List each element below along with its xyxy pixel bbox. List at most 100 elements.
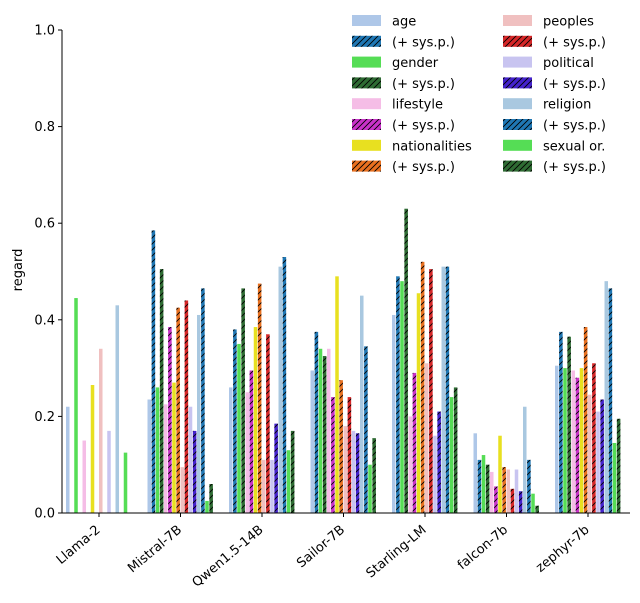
legend-item: age xyxy=(352,15,416,30)
bar xyxy=(473,433,478,513)
bar-hatch xyxy=(314,331,319,514)
y-tick-label: 0.2 xyxy=(34,410,55,425)
legend-label: nationalities xyxy=(392,139,472,154)
bar-hatch xyxy=(453,387,458,513)
bar-hatch xyxy=(616,418,621,513)
bar xyxy=(180,467,185,513)
bar-hatch xyxy=(404,208,408,513)
bar-hatch xyxy=(420,261,425,513)
legend-item: political xyxy=(503,56,594,71)
bar xyxy=(481,455,486,513)
bar-hatch xyxy=(331,397,335,513)
bar xyxy=(408,416,413,513)
bar-hatch xyxy=(266,334,270,513)
bar xyxy=(335,276,339,513)
bar-hatch xyxy=(575,377,580,513)
bar xyxy=(278,266,283,513)
bar xyxy=(360,295,364,513)
bar xyxy=(155,387,160,513)
bar xyxy=(147,399,152,513)
bar-hatch xyxy=(282,257,287,513)
bar xyxy=(318,348,323,513)
bar xyxy=(123,452,128,514)
bar-hatch xyxy=(209,484,213,513)
legend-label: (+ sys.p.) xyxy=(392,160,455,175)
y-tick-label: 0.0 xyxy=(34,507,55,522)
bar xyxy=(351,430,356,513)
bar xyxy=(433,435,437,513)
bar-hatch xyxy=(600,399,604,513)
legend-swatch xyxy=(503,15,532,26)
x-tick-label: Starling-LM xyxy=(364,523,430,582)
bar-hatch xyxy=(168,327,172,513)
bar-hatch xyxy=(355,433,360,513)
bar-hatch xyxy=(445,266,450,513)
bar xyxy=(563,368,567,513)
legend-swatch xyxy=(503,139,532,151)
legend-swatch-hatch xyxy=(503,119,532,130)
bar xyxy=(343,426,348,513)
bar-hatch xyxy=(151,230,156,513)
legend-label: political xyxy=(543,56,594,71)
legend-label: (+ sys.p.) xyxy=(543,160,606,175)
bar xyxy=(514,469,519,513)
legend-label: (+ sys.p.) xyxy=(392,119,455,134)
bar-hatch xyxy=(502,467,506,513)
bar-hatch xyxy=(510,488,515,513)
bar-hatch xyxy=(274,423,278,513)
bar-hatch xyxy=(290,430,295,513)
bar xyxy=(66,406,70,513)
bar xyxy=(555,365,559,513)
legend-item: peoples xyxy=(503,15,594,30)
legend-item: sexual or. xyxy=(503,139,605,154)
bar-hatch xyxy=(494,486,498,513)
legend-label: lifestyle xyxy=(392,98,443,113)
bar xyxy=(82,440,87,513)
legend-swatch xyxy=(352,15,381,26)
legend-swatch-hatch xyxy=(352,119,381,130)
bar xyxy=(368,464,372,513)
legend-item: (+ sys.p.) xyxy=(352,119,455,134)
bar-hatch xyxy=(372,438,376,513)
bar xyxy=(441,266,446,513)
legend-swatch xyxy=(352,139,381,151)
bar xyxy=(588,394,592,513)
bar-hatch xyxy=(159,269,164,513)
bar xyxy=(531,493,535,513)
bar xyxy=(164,404,168,513)
bar-hatch xyxy=(184,300,189,513)
y-tick-label: 0.4 xyxy=(34,313,55,328)
bar xyxy=(416,293,421,513)
legend-label: (+ sys.p.) xyxy=(543,35,606,50)
bar xyxy=(579,368,584,513)
legend-item: religion xyxy=(503,98,591,113)
legend-item: lifestyle xyxy=(352,98,443,113)
x-tick-label: Qwen1.5-14B xyxy=(190,523,267,591)
bar-hatch xyxy=(437,411,441,513)
legend-item: (+ sys.p.) xyxy=(503,160,606,175)
x-tick-label: Llama-2 xyxy=(54,523,104,568)
bar xyxy=(490,471,494,513)
legend-label: (+ sys.p.) xyxy=(392,35,455,50)
y-tick-label: 1.0 xyxy=(34,24,55,39)
bar-hatch xyxy=(567,336,571,513)
bar-hatch xyxy=(257,283,262,513)
bar xyxy=(262,459,266,513)
legend-item: gender xyxy=(352,56,439,71)
bar-hatch xyxy=(429,269,433,513)
legend-label: religion xyxy=(543,98,591,113)
bar-hatch xyxy=(583,327,588,513)
legend-swatch-hatch xyxy=(352,160,381,172)
bar-hatch xyxy=(527,459,531,513)
x-tick-label: falcon-7b xyxy=(455,523,511,574)
y-axis-title: regard xyxy=(11,249,26,292)
legend-label: (+ sys.p.) xyxy=(543,119,606,134)
bar-hatch xyxy=(249,370,254,513)
legend-label: age xyxy=(392,15,416,30)
legend-swatch xyxy=(503,56,532,68)
bar-hatch xyxy=(477,459,482,513)
bar xyxy=(604,281,609,513)
y-tick-label: 0.6 xyxy=(34,217,55,232)
legend-swatch-hatch xyxy=(352,77,381,89)
